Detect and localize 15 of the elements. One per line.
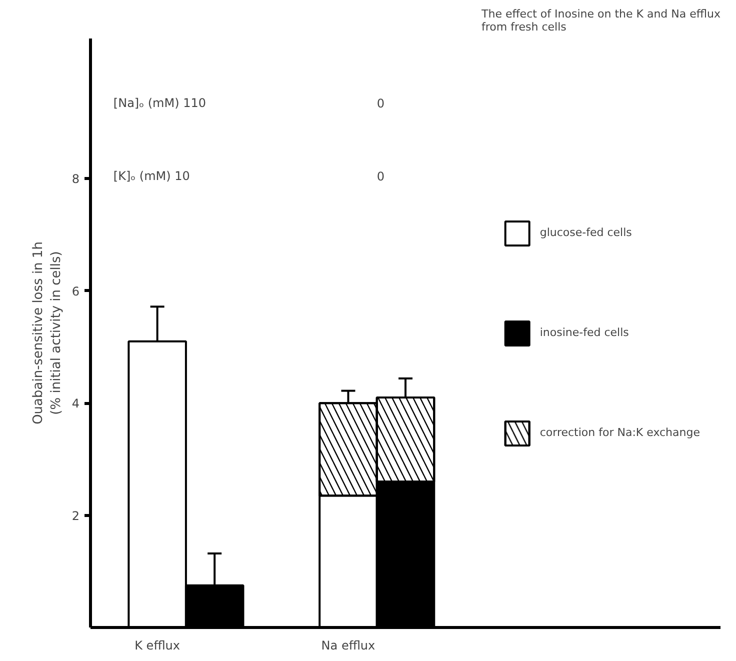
x-tick-label: Na efflux — [321, 638, 376, 652]
annotation: 0 — [376, 169, 385, 184]
y-tick-label: 6 — [72, 284, 80, 298]
text: The effect of Inosine on the K and Na efflux from fresh cells — [480, 8, 721, 34]
legend-label: inosine-fed cells — [540, 326, 629, 339]
annotation: 0 — [376, 96, 385, 111]
y-tick-label: 4 — [72, 396, 80, 411]
legend-label: glucose-fed cells — [540, 226, 632, 239]
x-tick-label: K efflux — [134, 638, 180, 652]
y-tick-label: 8 — [72, 172, 80, 186]
annotation: [K]ₒ (mM) 10 — [113, 168, 190, 183]
annotation: [Na]ₒ (mM) 110 — [113, 96, 206, 110]
y-tick-label: 2 — [72, 508, 80, 523]
legend-label: correction for Na:K exchange — [540, 426, 700, 439]
y-axis-title: Ouabain-sensitive loss in 1h (% initial activity in cells) — [30, 242, 64, 424]
